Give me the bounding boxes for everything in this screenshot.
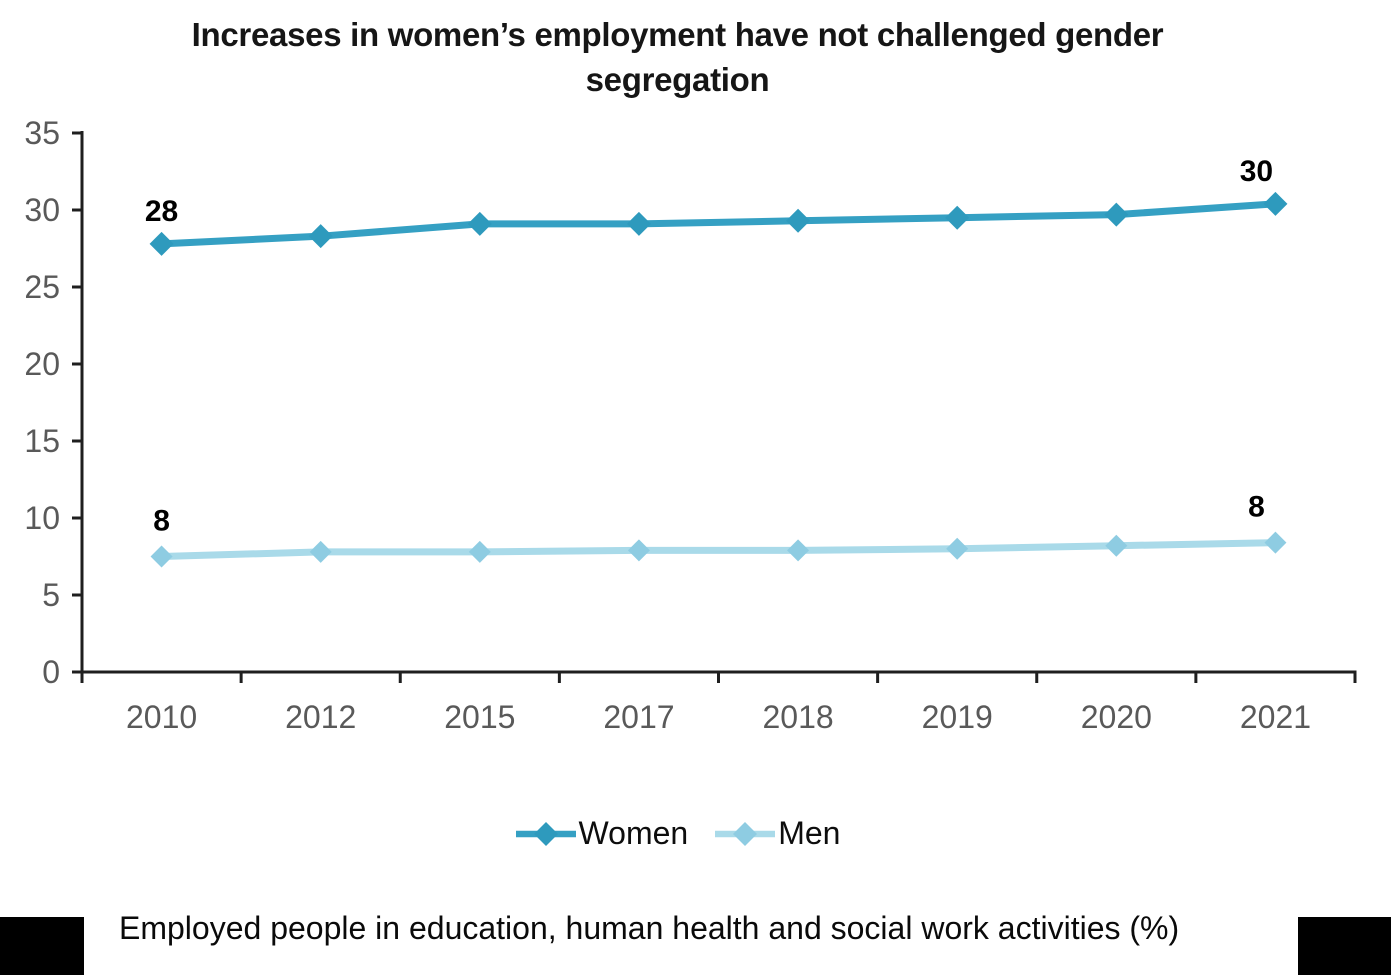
series-men-point-2010 [150, 545, 173, 568]
series-women-point-2018 [786, 208, 811, 233]
line-chart: 0 5 10 15 20 25 30 35 2010 2012 2015 2017 2018 2019 20… [24, 115, 1357, 735]
chart-legend: Women Men [0, 815, 1355, 852]
x-tick-label: 2010 [126, 699, 197, 735]
series-men-point-2017 [627, 539, 650, 562]
series-women-line [158, 200, 1279, 248]
y-tick-label: 30 [24, 192, 60, 228]
y-tick-label: 20 [24, 346, 60, 382]
series-women-point-2017 [626, 211, 651, 236]
x-tick-label: 2012 [285, 699, 356, 735]
data-label-women-2010: 28 [145, 195, 178, 228]
series-men-point-2020 [1105, 534, 1128, 557]
x-tick-label: 2017 [603, 699, 674, 735]
series-men-point-2019 [946, 537, 969, 560]
footer-left-block [0, 917, 84, 975]
x-tick-label: 2019 [922, 699, 993, 735]
data-label-men-2010: 8 [153, 505, 170, 538]
series-women-point-2020 [1104, 202, 1129, 227]
series-men-point-2015 [468, 540, 491, 563]
women-series-marker-icon [515, 821, 576, 846]
series-women-point-2010 [149, 231, 174, 256]
series-women-point-2015 [467, 211, 492, 236]
x-tick-label: 2015 [444, 699, 515, 735]
men-series-marker-icon [715, 821, 776, 846]
y-tick-label: 5 [42, 577, 60, 613]
series-women-point-2021 [1263, 191, 1288, 216]
series-men-point-2012 [309, 540, 332, 563]
y-tick-label: 10 [24, 500, 60, 536]
series-men-line [158, 539, 1279, 560]
series-women-point-2019 [945, 205, 970, 230]
series-men-point-2021 [1264, 531, 1287, 554]
y-tick-label: 25 [24, 269, 60, 305]
chart-caption: Employed people in education, human heal… [119, 910, 1180, 946]
data-label-men-2021: 8 [1248, 491, 1265, 524]
series-women-point-2012 [308, 224, 333, 249]
chart-title: Increases in women’s employment have not… [0, 12, 1355, 102]
footer-right-block [1298, 917, 1391, 975]
x-tick-label: 2018 [762, 699, 833, 735]
chart-title-line1: Increases in women’s employment have not… [191, 16, 1164, 53]
y-tick-label: 0 [42, 654, 60, 690]
x-tick-label: 2020 [1081, 699, 1152, 735]
series-men-point-2018 [787, 539, 810, 562]
x-tick-label: 2021 [1240, 699, 1311, 735]
data-label-women-2021: 30 [1240, 155, 1273, 188]
legend-label-women: Women [578, 815, 689, 851]
legend-item-men: Men [714, 815, 840, 852]
y-tick-label: 15 [24, 423, 60, 459]
y-tick-label: 35 [24, 115, 60, 151]
chart-title-line2: segregation [585, 61, 770, 98]
legend-item-women: Women [515, 815, 689, 852]
legend-label-men: Men [778, 815, 841, 851]
